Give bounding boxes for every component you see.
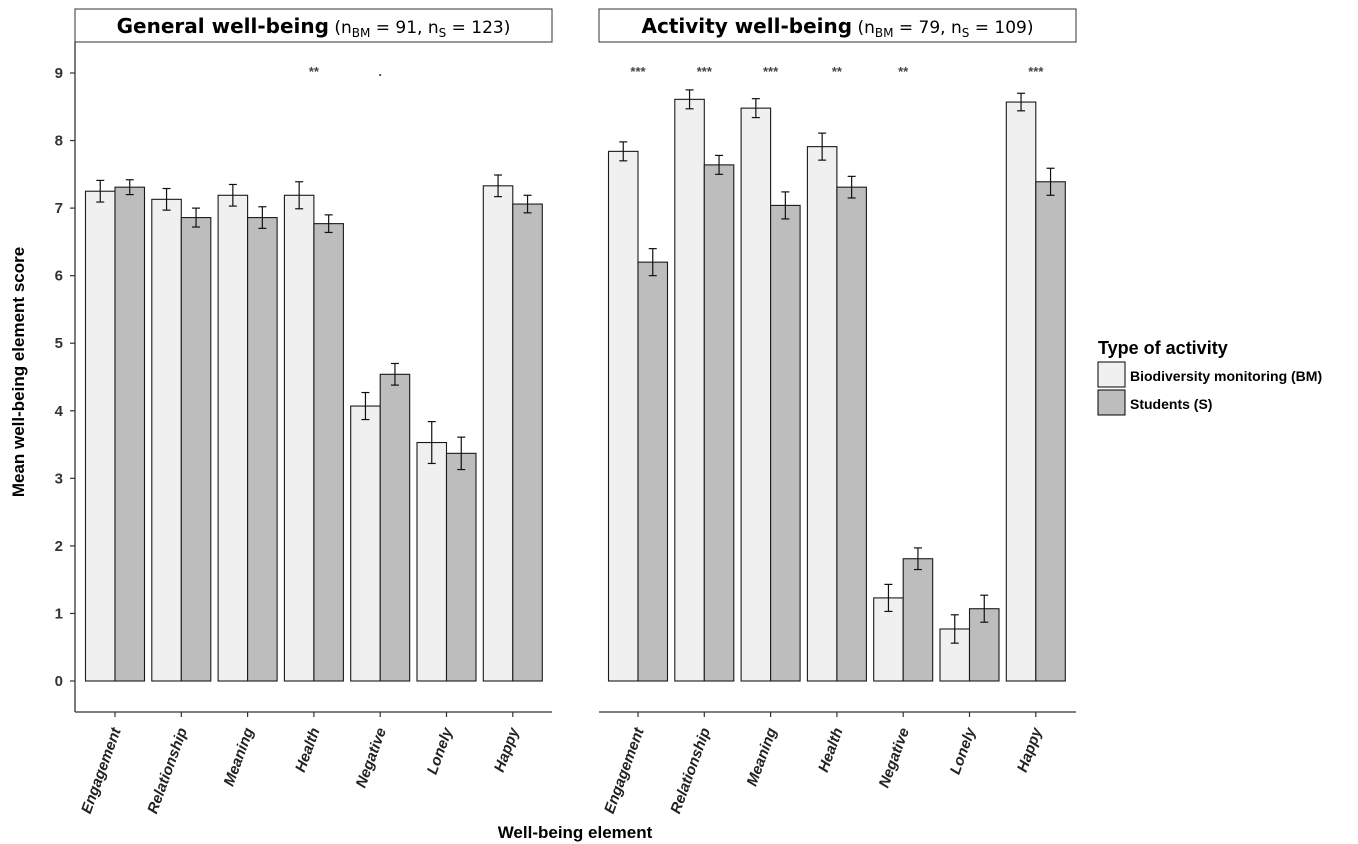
significance-marker: .	[378, 64, 382, 79]
significance-marker: ***	[1028, 64, 1044, 79]
bar	[379, 373, 411, 682]
legend-label-bm: Biodiversity monitoring (BM)	[1130, 368, 1322, 384]
x-tick-label: Meaning	[744, 726, 781, 789]
x-tick-label: Happy	[1014, 725, 1046, 775]
x-tick-label: Engagement	[601, 725, 648, 816]
x-tick-label: Meaning	[221, 726, 258, 789]
bar	[512, 203, 543, 682]
x-tick-label: Relationship	[667, 726, 714, 816]
panel-1: General well-being (nBM = 91, nS = 123) E…	[74, 8, 553, 816]
bar	[836, 186, 867, 682]
x-tick-label: Relationship	[144, 726, 191, 816]
bar	[482, 185, 514, 682]
panels-layer: General well-being (nBM = 91, nS = 123) E…	[74, 8, 1077, 816]
axes-layer: 0 1 2 3 4 5 6 7 8 9	[55, 42, 76, 712]
bar	[703, 164, 735, 682]
bar	[637, 261, 669, 682]
bar	[607, 150, 639, 682]
x-axis-title: Well-being element	[498, 823, 653, 842]
y-tick-label: 8	[55, 133, 63, 150]
bar	[416, 441, 448, 682]
x-tick-label: Health	[292, 726, 324, 775]
y-axis-title: Mean well-being element score	[9, 247, 28, 497]
significance-marker: **	[309, 64, 320, 79]
panel-title-strip	[74, 8, 553, 43]
panel-title: Activity well-being (nBM = 79, nS = 109)	[642, 14, 1034, 40]
y-tick-label: 6	[55, 268, 63, 285]
bar	[180, 217, 212, 682]
y-tick-label: 7	[55, 200, 63, 217]
x-tick-label: Negative	[876, 726, 913, 791]
bar	[674, 98, 705, 682]
significance-marker: ***	[697, 64, 713, 79]
y-tick-label: 2	[55, 538, 63, 555]
bar	[114, 186, 146, 682]
significance-marker: **	[898, 64, 909, 79]
bar	[283, 194, 315, 682]
bar	[445, 452, 477, 682]
panel-title-strip	[598, 8, 1077, 43]
panel-2: Activity well-being (nBM = 79, nS = 109)…	[598, 8, 1077, 816]
bar	[1005, 101, 1037, 682]
x-tick-label: Lonely	[424, 725, 457, 777]
bar	[151, 198, 182, 682]
x-tick-label: Engagement	[78, 725, 125, 816]
y-tick-label: 0	[55, 673, 63, 690]
legend-title: Type of activity	[1098, 338, 1228, 358]
bar	[806, 146, 838, 682]
bar	[217, 194, 249, 682]
significance-marker: ***	[763, 64, 779, 79]
y-tick-label: 5	[55, 335, 63, 352]
x-tick-label: Lonely	[947, 725, 980, 777]
significance-marker: **	[832, 64, 843, 79]
bar	[313, 223, 344, 682]
bar	[902, 558, 934, 682]
bar	[350, 405, 381, 682]
bar	[770, 204, 801, 682]
bar	[1035, 181, 1066, 682]
legend: Type of activity Biodiversity monitoring…	[1097, 338, 1322, 416]
panel-title: General well-being (nBM = 91, nS = 123)	[117, 14, 511, 40]
bar	[84, 190, 116, 682]
legend-swatch-bm	[1097, 361, 1126, 388]
legend-label-s: Students (S)	[1130, 396, 1212, 412]
y-tick-label: 3	[55, 470, 63, 487]
x-tick-label: Health	[815, 726, 847, 775]
y-tick-label: 9	[55, 65, 63, 82]
significance-marker: ***	[630, 64, 646, 79]
legend-swatch-s	[1097, 389, 1126, 416]
y-tick-label: 1	[55, 605, 63, 622]
y-tick-label: 4	[55, 403, 64, 420]
bar	[740, 107, 772, 682]
x-tick-label: Happy	[491, 725, 523, 775]
bar	[247, 217, 278, 682]
x-tick-label: Negative	[353, 726, 390, 791]
